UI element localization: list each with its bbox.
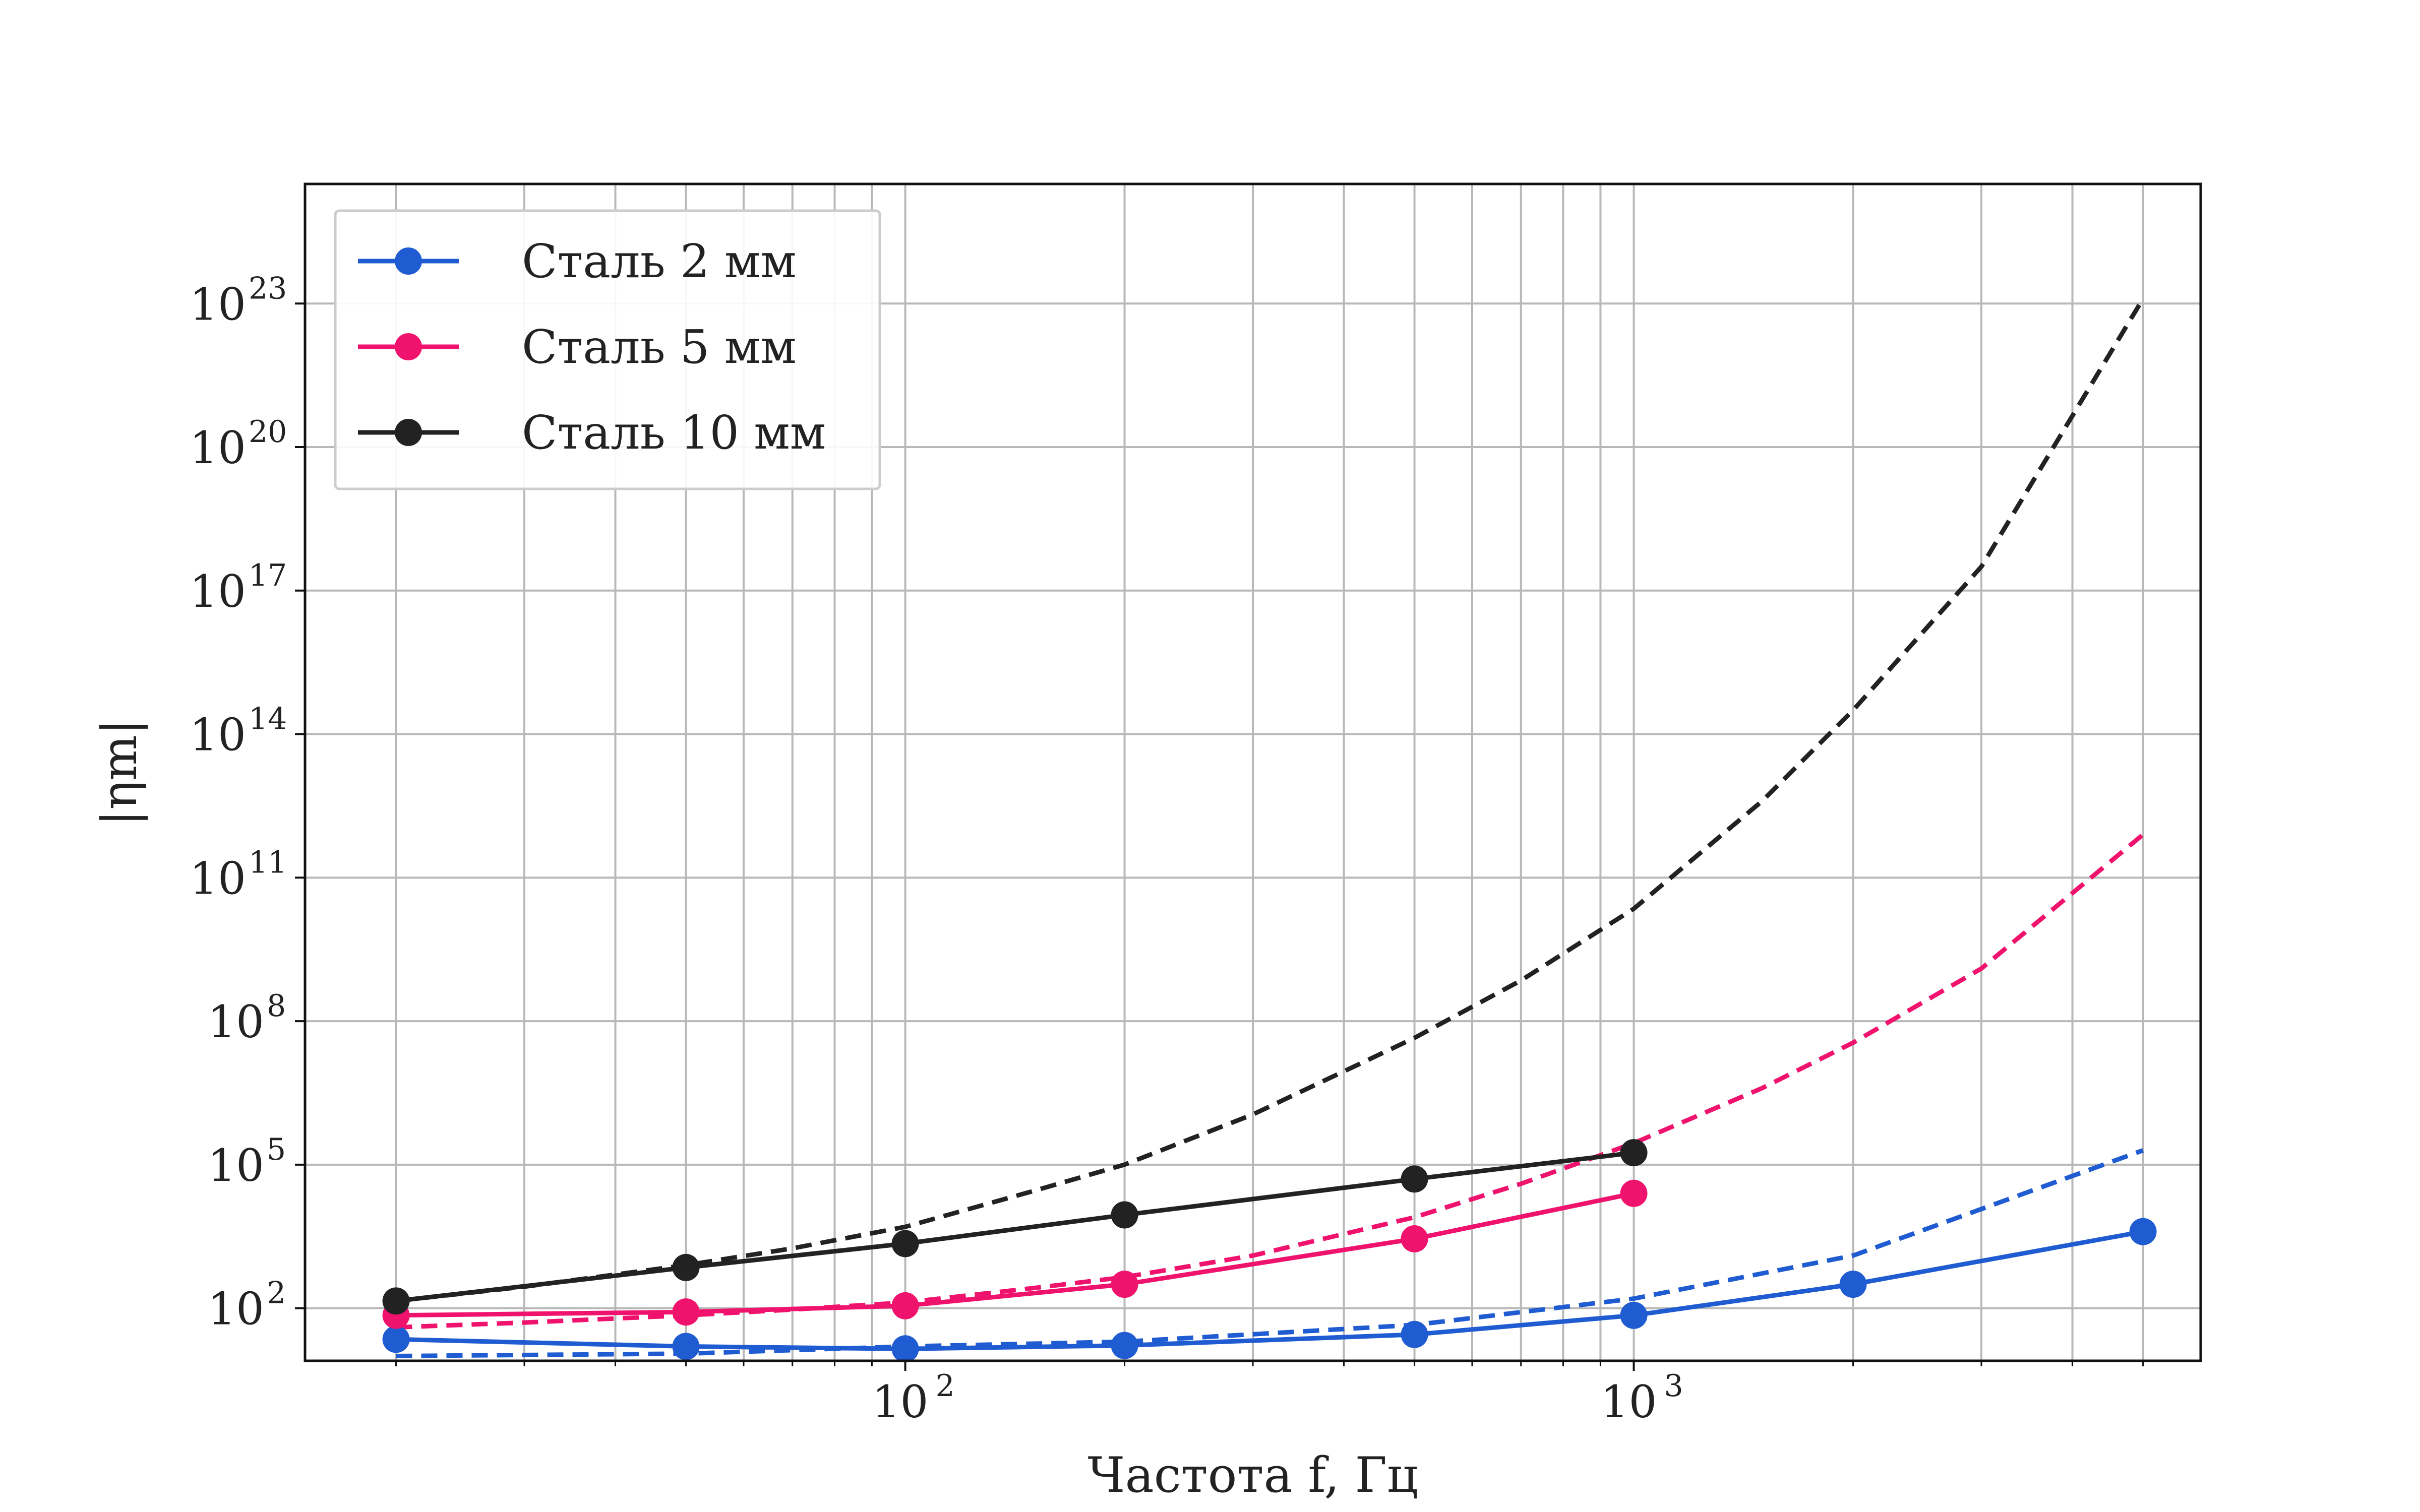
y-tick-label-exponent: 20 — [249, 414, 287, 450]
legend-entry-label: Сталь 5 мм — [522, 320, 797, 374]
data-point — [382, 1287, 410, 1315]
y-tick-label: 10 — [208, 996, 264, 1048]
x-tick-label-exponent: 2 — [936, 1368, 955, 1404]
y-tick-label-exponent: 5 — [267, 1132, 286, 1167]
data-point — [672, 1253, 700, 1281]
data-point — [1111, 1332, 1138, 1359]
data-point — [1111, 1271, 1138, 1298]
y-tick-label-exponent: 11 — [249, 845, 287, 880]
y-tick-label: 10 — [190, 278, 246, 330]
x-tick-label-exponent: 3 — [1664, 1368, 1683, 1404]
measured-curves — [395, 1150, 2144, 1351]
data-point — [1401, 1320, 1428, 1348]
data-point — [672, 1333, 700, 1360]
x-tick-label: 10 — [872, 1376, 929, 1428]
y-tick-label-exponent: 14 — [249, 702, 287, 737]
legend: Сталь 2 мм Сталь 5 мм Сталь 10 мм — [334, 209, 881, 490]
model-curve-1 — [396, 1148, 2144, 1358]
data-point — [891, 1230, 919, 1257]
axis-ticks — [295, 302, 2144, 1371]
legend-entry-label: Сталь 10 мм — [522, 406, 826, 460]
measured-curve-2 — [396, 1191, 1635, 1318]
data-point — [2129, 1218, 2157, 1245]
y-tick-label: 10 — [190, 422, 246, 474]
measured-curve-1 — [396, 1229, 2144, 1351]
legend-marker — [395, 333, 422, 360]
data-point — [1620, 1139, 1648, 1167]
legend-marker — [395, 247, 422, 275]
data-point — [1401, 1165, 1428, 1193]
y-tick-label-exponent: 17 — [249, 558, 287, 593]
legend-box — [334, 209, 881, 490]
y-tick-label-exponent: 23 — [249, 271, 287, 306]
data-point — [382, 1326, 410, 1353]
x-axis-label: Частота f, Гц — [1087, 1447, 1418, 1503]
data-point — [1620, 1179, 1648, 1207]
legend-marker — [395, 419, 422, 446]
data-markers — [382, 1139, 2157, 1363]
data-point — [1111, 1201, 1138, 1229]
y-tick-label: 10 — [190, 565, 246, 617]
legend-entry-label: Сталь 2 мм — [522, 234, 797, 288]
data-point — [672, 1298, 700, 1326]
x-tick-label: 10 — [1601, 1376, 1657, 1428]
y-axis-label: |ηm| — [91, 719, 148, 826]
y-tick-label: 10 — [208, 1140, 264, 1191]
model-curve-2 — [396, 833, 2145, 1330]
data-point — [1401, 1225, 1428, 1252]
data-point — [1620, 1301, 1648, 1329]
data-point — [891, 1292, 919, 1319]
y-tick-label: 10 — [190, 852, 246, 904]
y-tick-label: 10 — [190, 709, 246, 761]
y-tick-label-exponent: 2 — [267, 1276, 286, 1311]
y-tick-label-exponent: 8 — [267, 988, 286, 1024]
data-point — [891, 1335, 919, 1363]
y-tick-label: 10 — [208, 1283, 264, 1335]
data-point — [1839, 1271, 1867, 1298]
measured-curve-3 — [395, 1150, 1635, 1303]
model-curve-3 — [395, 297, 2145, 1303]
model-curves — [395, 297, 2145, 1358]
